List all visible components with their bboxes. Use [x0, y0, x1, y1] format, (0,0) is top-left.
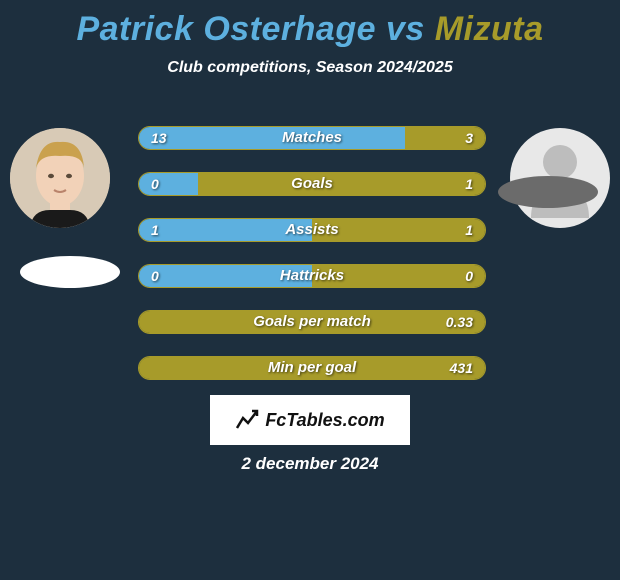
stat-label: Hattricks	[139, 265, 485, 287]
stat-value-player1: 0	[139, 265, 171, 287]
stat-row: Min per goal431	[138, 356, 486, 380]
stat-value-player2: 3	[453, 127, 485, 149]
stat-label: Goals	[139, 173, 485, 195]
stat-row: Matches13 3	[138, 126, 486, 150]
stat-label: Assists	[139, 219, 485, 241]
stat-row: Goals per match0.33	[138, 310, 486, 334]
stat-row: Goals0 1	[138, 172, 486, 196]
comparison-infographic: Patrick Osterhage vs Mizuta Club competi…	[0, 0, 620, 580]
stat-value-player1: 0	[139, 173, 171, 195]
stat-value-player1: 1	[139, 219, 171, 241]
title-player2: Mizuta	[435, 10, 544, 48]
stat-row: Hattricks0 0	[138, 264, 486, 288]
stat-bars: Matches133Goals01Assists11Hattricks00Goa…	[138, 126, 486, 402]
stat-value-player2: 1	[453, 173, 485, 195]
brand-logo-icon	[235, 408, 259, 432]
date-stamp: 2 december 2024	[0, 454, 620, 474]
stat-row: Assists1 1	[138, 218, 486, 242]
brand-badge: FcTables.com	[210, 395, 410, 445]
player1-club-badge	[20, 256, 120, 288]
player1-avatar	[10, 128, 110, 228]
stat-label: Matches	[139, 127, 485, 149]
stat-label: Min per goal	[139, 357, 485, 379]
stat-value-player2: 0	[453, 265, 485, 287]
stat-value-player2: 0.33	[434, 311, 485, 333]
player2-club-badge	[498, 176, 598, 208]
stat-value-player1: 13	[139, 127, 179, 149]
title-vs: vs	[386, 10, 425, 48]
page-title: Patrick Osterhage vs Mizuta	[0, 0, 620, 49]
brand-text: FcTables.com	[265, 410, 384, 431]
stat-value-player2: 1	[453, 219, 485, 241]
player1-face-illustration	[10, 128, 110, 228]
stat-value-player2: 431	[438, 357, 485, 379]
title-player1: Patrick Osterhage	[76, 10, 376, 48]
subtitle: Club competitions, Season 2024/2025	[0, 59, 620, 77]
